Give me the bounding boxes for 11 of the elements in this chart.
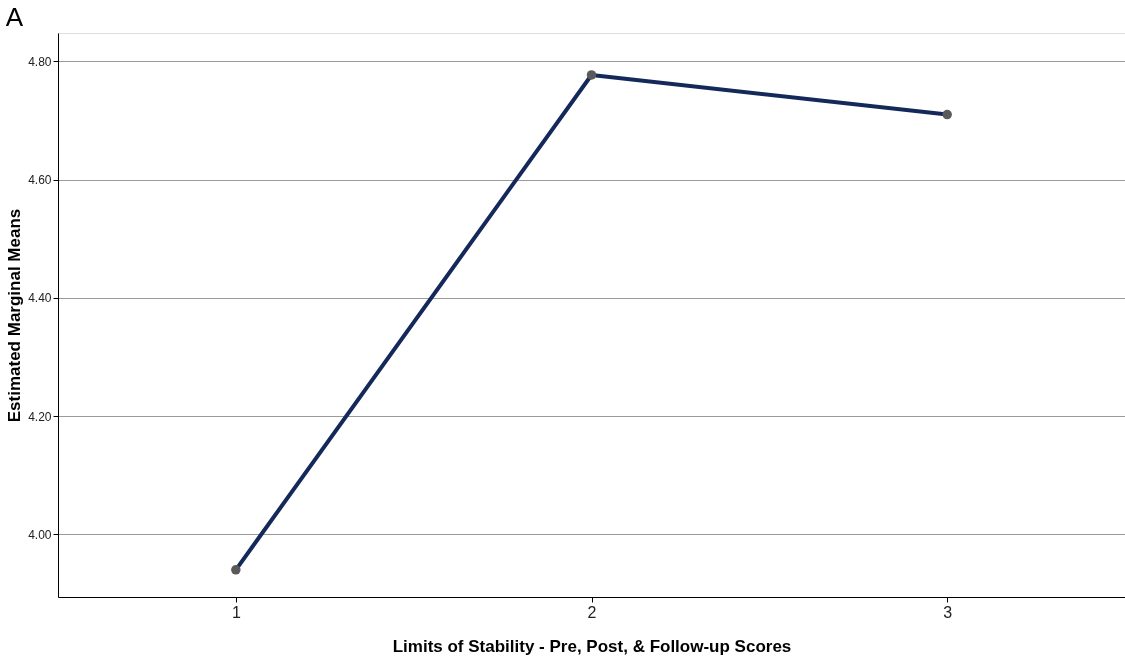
x-tick-label: 1 — [231, 603, 241, 621]
x-tick-label: 2 — [587, 603, 597, 621]
y-tick-label: 4.20 — [28, 409, 52, 424]
chart-title: A — [5, 2, 24, 32]
y-tick-label: 4.80 — [28, 54, 52, 69]
y-tick-label: 4.60 — [28, 173, 52, 188]
y-tick-label: 4.40 — [28, 291, 52, 306]
x-axis-title: Limits of Stability - Pre, Post, & Follow-up Scores — [392, 636, 792, 656]
x-tick-label: 3 — [943, 603, 953, 621]
y-axis-title: Estimated Marginal Means — [5, 208, 25, 423]
y-tick-label: 4.00 — [28, 527, 52, 542]
